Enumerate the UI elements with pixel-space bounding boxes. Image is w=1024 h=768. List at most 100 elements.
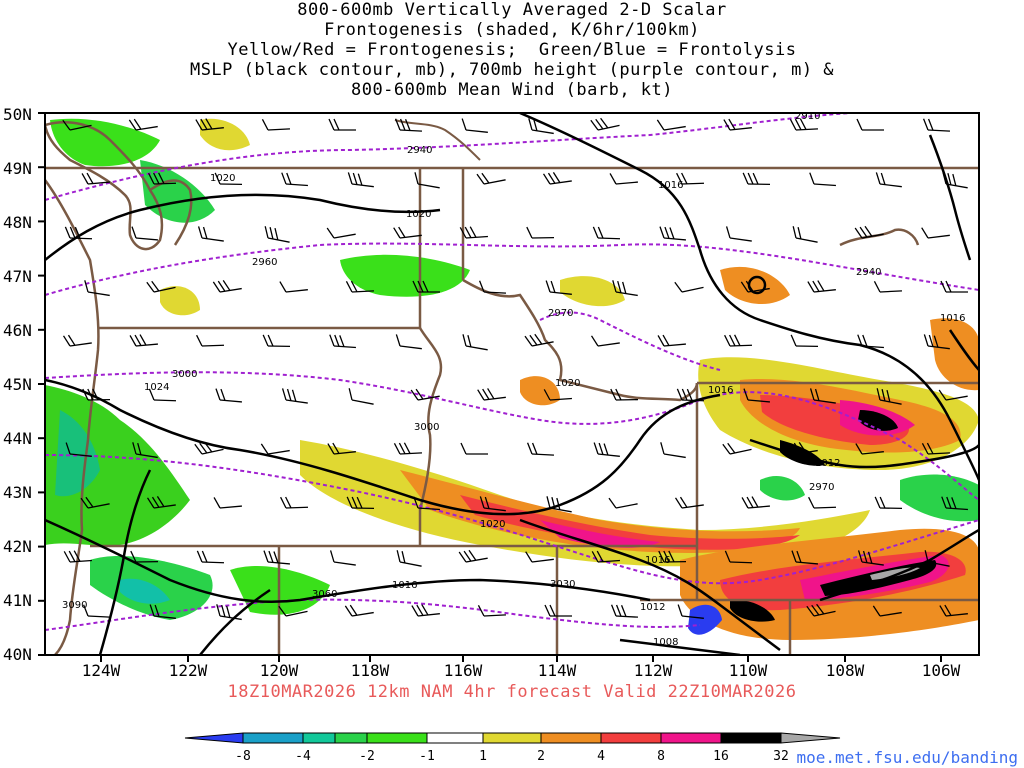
wind-barb [262, 334, 291, 348]
wind-barb [741, 496, 770, 509]
wind-barb [656, 119, 686, 131]
wind-barb [393, 442, 423, 455]
wind-barb [676, 388, 705, 402]
height-2960 [45, 242, 979, 296]
lat-labels: 50N 49N 48N 47N 46N 45N 44N 43N 42N 41N … [3, 105, 32, 664]
lon-label-122w: 122W [169, 661, 208, 680]
wind-barb [872, 605, 902, 617]
mslp-1020-mid [45, 378, 721, 516]
wind-barb [82, 604, 111, 618]
wind-barb [261, 118, 291, 131]
mslp-1012-ne [749, 438, 979, 469]
shade-green-wy [760, 475, 805, 501]
wind-barb [461, 118, 488, 133]
wind-barb [345, 280, 375, 293]
wind-barb [806, 603, 836, 617]
label-height-3060: 3060 [312, 589, 337, 600]
wind-barb [462, 334, 488, 351]
wind-barb [855, 443, 884, 455]
label-height-2970b: 2970 [809, 482, 834, 493]
wind-barb [260, 443, 290, 455]
wind-barb [213, 497, 242, 509]
wind-barb [723, 118, 752, 131]
wind-barb [659, 226, 686, 241]
wind-barb [591, 550, 620, 563]
wind-barb [216, 604, 242, 621]
wind-barb [80, 496, 110, 509]
wind-barb [922, 118, 951, 132]
wind-barb [674, 281, 704, 293]
label-mslp-1012: 1012 [815, 458, 840, 469]
wind-barb [281, 172, 308, 187]
label-mslp-1016c: 1016 [940, 313, 965, 324]
shade-yellow-or [160, 286, 200, 316]
colorbar-seg-4 [366, 732, 428, 744]
wind-barb [326, 227, 356, 239]
wind-barb [197, 226, 224, 242]
wind-barb [130, 550, 159, 563]
wind-barb [676, 172, 705, 185]
wind-barb [328, 118, 356, 131]
wind-barb [395, 334, 422, 350]
wind-barb [279, 281, 308, 293]
wind-barb [214, 172, 243, 186]
axis-ticks [38, 112, 942, 662]
wind-barb [196, 550, 225, 564]
wind-barb [677, 604, 704, 619]
wind-barb [82, 388, 111, 401]
mslp-1016-north [519, 113, 979, 481]
wind-barb [411, 604, 440, 617]
wind-barb [874, 496, 903, 510]
lon-label-116w: 116W [444, 661, 483, 680]
wind-barb [790, 334, 819, 348]
wind-barb [344, 604, 374, 617]
wind-barb [924, 550, 950, 567]
wind-barb [148, 172, 177, 185]
wind-barb [809, 388, 836, 404]
title-line-5: 800-600mb Mean Wind (barb, kt) [350, 80, 674, 100]
colorbar-label-5: 1 [479, 749, 487, 764]
lon-label-108w: 108W [826, 661, 865, 680]
label-mslp-1008: 1008 [653, 637, 678, 648]
label-mslp-1016d: 1016 [645, 555, 670, 566]
colorbar-seg-5 [426, 732, 484, 744]
shade-green-nw [50, 118, 160, 167]
shade-orange-band [400, 470, 800, 553]
credit-link[interactable]: moe.met.fsu.edu/banding [796, 748, 1018, 767]
lon-label-110w: 110W [729, 661, 768, 680]
lon-label-112w: 112W [634, 661, 673, 680]
mslp-east-edge [928, 134, 972, 261]
wind-barb [526, 226, 555, 239]
wind-barb [740, 280, 770, 293]
wind-barb [460, 442, 488, 455]
wind-barb [479, 496, 506, 512]
wind-barb [264, 226, 290, 243]
wind-barb [725, 226, 752, 242]
label-mslp-1012b: 1012 [640, 602, 665, 613]
colorbar-seg-8 [600, 732, 662, 744]
lake-bc [394, 119, 481, 161]
wind-barb [921, 227, 950, 239]
contour-labels: 2910 2940 2960 2940 2970 3000 3000 2970 … [62, 111, 965, 648]
colorbar-arrow-left [184, 732, 244, 744]
colorbar-seg-6 [482, 732, 542, 744]
wind-barb [132, 442, 158, 459]
title-line-3: Yellow/Red = Frontogenesis; Green/Blue =… [227, 40, 797, 60]
wind-barb [808, 496, 837, 509]
wind-barb [543, 389, 572, 401]
wind-barb [876, 388, 902, 405]
label-mslp-1016: 1016 [658, 180, 683, 191]
colorbar-seg-3 [334, 732, 368, 744]
wind-barb [346, 496, 375, 510]
mslp-1016-south [45, 518, 651, 604]
colorbar-label-9: 16 [713, 749, 729, 764]
wind-barb [807, 280, 836, 293]
wind-barb [393, 226, 422, 239]
wind-barb [542, 172, 572, 185]
label-mslp-1016b: 1016 [708, 385, 733, 396]
colorbar-label-6: 2 [537, 749, 545, 764]
id-mt-border-b [462, 278, 699, 402]
wind-barb [856, 118, 884, 131]
lat-label-47n: 47N [3, 267, 32, 286]
